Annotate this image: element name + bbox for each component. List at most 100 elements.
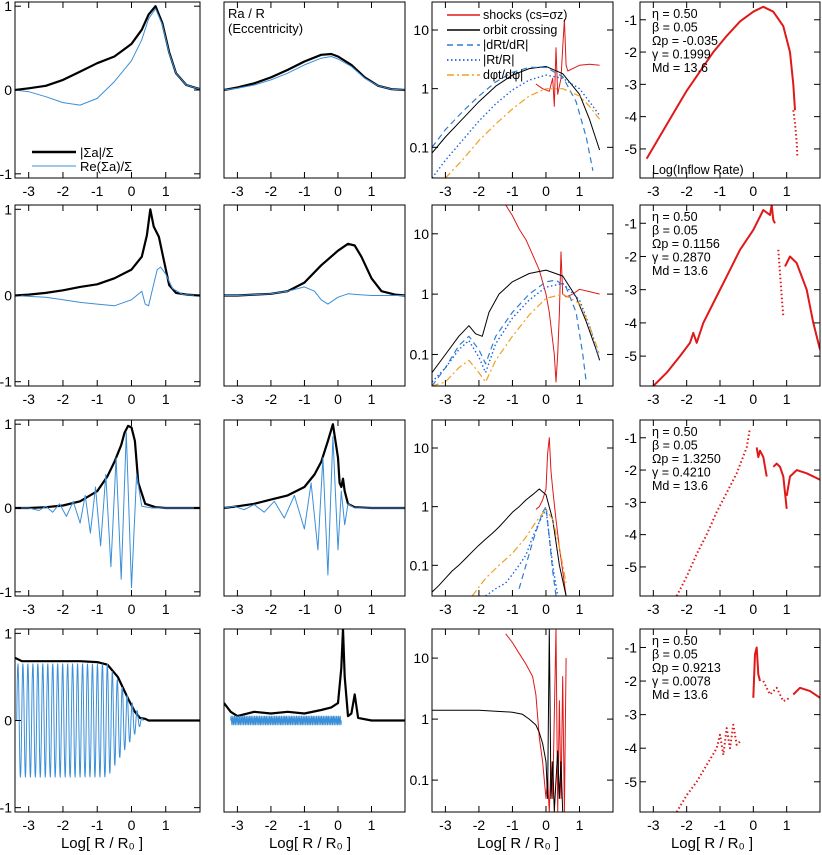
param-label: γ = 0.4210 bbox=[652, 466, 711, 480]
x-tick-label: -2 bbox=[57, 391, 70, 407]
x-tick-label: 1 bbox=[783, 183, 791, 199]
panel-c3-r3: -3 -2 -1 0 1 10 1 0.1 bbox=[410, 419, 614, 617]
series-shocks bbox=[535, 437, 567, 596]
x-tick-label: 1 bbox=[576, 183, 584, 199]
x-tick-label: 0 bbox=[128, 817, 136, 833]
param-label: γ = 0.0078 bbox=[652, 675, 711, 689]
y-tick-label: 0.1 bbox=[410, 139, 430, 155]
plot-area bbox=[432, 19, 601, 178]
y-tick-label: -1 bbox=[0, 166, 12, 182]
x-tick-label: 0 bbox=[334, 183, 342, 199]
axes-frame bbox=[14, 204, 201, 387]
x-tick-label: -1 bbox=[298, 391, 311, 407]
x-tick-label: 0 bbox=[128, 601, 136, 617]
series--a- bbox=[15, 424, 200, 510]
y-tick-label: -2 bbox=[625, 248, 638, 264]
param-label: β = 0.05 bbox=[652, 224, 698, 238]
y-tick-label: 0 bbox=[4, 288, 12, 304]
series--drt-dr- bbox=[432, 66, 594, 171]
y-tick-label: -1 bbox=[625, 12, 638, 28]
x-tick-label: 0 bbox=[542, 183, 550, 199]
x-tick-label: -3 bbox=[22, 391, 35, 407]
series-dotted bbox=[792, 110, 799, 156]
series-d-t-d- bbox=[471, 508, 567, 596]
axes-frame bbox=[431, 204, 614, 387]
x-tick-label: -3 bbox=[439, 183, 452, 199]
series-dotted bbox=[675, 427, 751, 596]
series-solid3 bbox=[785, 469, 820, 497]
x-tick-label: -2 bbox=[473, 183, 486, 199]
x-tick-label: -2 bbox=[680, 391, 693, 407]
plot-area bbox=[432, 205, 601, 386]
y-tick-label: -3 bbox=[625, 707, 638, 723]
legend-label: shocks (cs=σz) bbox=[483, 8, 567, 22]
y-tick-label: -4 bbox=[625, 740, 638, 756]
panel-label-sub: (Eccentricity) bbox=[228, 21, 303, 36]
x-axis-label-col2: Log[ R / R₀ ] bbox=[269, 835, 351, 852]
x-tick-label: -3 bbox=[22, 601, 35, 617]
y-tick-label: 1 bbox=[421, 499, 429, 515]
param-label: β = 0.05 bbox=[652, 21, 698, 35]
legend-label: Re(Σa)/Σ bbox=[80, 159, 132, 174]
x-tick-label: 1 bbox=[162, 183, 170, 199]
y-tick-label: -1 bbox=[0, 374, 12, 390]
x-axis-label-col4: Log[ R / R₀ ] bbox=[671, 835, 753, 852]
series--drt-dr- bbox=[432, 279, 587, 386]
y-tick-label: 1 bbox=[421, 711, 429, 727]
y-tick-label: -1 bbox=[0, 584, 12, 600]
y-tick-label: 10 bbox=[413, 226, 429, 242]
x-tick-label: -3 bbox=[22, 817, 35, 833]
x-tick-label: -3 bbox=[231, 601, 244, 617]
series-orbit-crossing bbox=[432, 65, 601, 154]
y-tick-label: -2 bbox=[625, 462, 638, 478]
legend-label: dφt/dφ| bbox=[483, 68, 523, 82]
param-label: Md = 13.6 bbox=[652, 264, 708, 278]
series--rt-r- bbox=[432, 74, 601, 178]
x-tick-label: -3 bbox=[231, 183, 244, 199]
param-label: Ωp = 0.1156 bbox=[652, 237, 720, 251]
x-tick-label: 0 bbox=[334, 601, 342, 617]
axes-frame bbox=[223, 628, 406, 813]
x-tick-label: -1 bbox=[714, 391, 727, 407]
y-tick-label: -5 bbox=[625, 348, 638, 364]
series-re bbox=[230, 715, 342, 726]
legend-label: |dRt/dR| bbox=[483, 38, 528, 52]
x-tick-label: 1 bbox=[368, 601, 376, 617]
series-re bbox=[224, 56, 405, 91]
param-label: Md = 13.6 bbox=[652, 688, 708, 702]
x-tick-label: -2 bbox=[57, 601, 70, 617]
y-tick-label: 10 bbox=[413, 440, 429, 456]
x-tick-label: 0 bbox=[749, 391, 757, 407]
series-solid bbox=[645, 5, 796, 160]
x-tick-label: 1 bbox=[783, 601, 791, 617]
series-dotted bbox=[777, 249, 785, 317]
axes-frame bbox=[431, 1, 614, 179]
panel-c2-r4: -3 -2 -1 0 1 bbox=[223, 628, 406, 833]
panel-c2-r3: -3 -2 -1 0 1 bbox=[223, 419, 406, 617]
series-dotted2 bbox=[762, 680, 791, 703]
x-tick-label: -3 bbox=[231, 817, 244, 833]
x-tick-label: 0 bbox=[542, 817, 550, 833]
series-d-t-d- bbox=[432, 293, 601, 386]
y-tick-label: -4 bbox=[625, 109, 638, 125]
x-tick-label: 1 bbox=[162, 601, 170, 617]
panel-c3-r1: -3 -2 -1 0 1 10 1 0.1 shocks (cs=σz)orbit crossi… bbox=[410, 1, 614, 199]
param-label: β = 0.05 bbox=[652, 439, 698, 453]
x-tick-label: 0 bbox=[128, 183, 136, 199]
y-tick-label: 10 bbox=[413, 22, 429, 38]
series--rt-r- bbox=[432, 282, 601, 383]
y-tick-label: -4 bbox=[625, 527, 638, 543]
x-tick-label: -1 bbox=[298, 183, 311, 199]
series--a- bbox=[15, 5, 200, 92]
y-tick-label: -5 bbox=[625, 559, 638, 575]
x-tick-label: -3 bbox=[647, 391, 660, 407]
x-tick-label: -3 bbox=[22, 183, 35, 199]
x-tick-label: -1 bbox=[298, 817, 311, 833]
y-tick-label: 1 bbox=[421, 81, 429, 97]
series-d-t-d- bbox=[444, 88, 601, 178]
y-tick-label: 1 bbox=[421, 286, 429, 302]
y-tick-label: -4 bbox=[625, 315, 638, 331]
